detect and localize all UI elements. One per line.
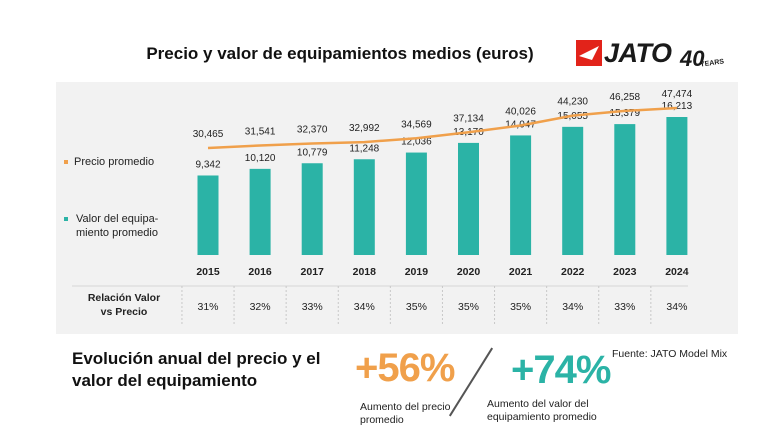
legend-price-label: Precio promedio: [74, 156, 155, 168]
x-tick-2017: 2017: [301, 266, 325, 278]
bar-label-2018: 11,248: [349, 143, 379, 154]
x-tick-2015: 2015: [196, 266, 220, 278]
bar-label-2016: 10,120: [245, 153, 276, 164]
equipment-increase-pct: +74%: [511, 348, 611, 392]
x-tick-2016: 2016: [248, 266, 272, 278]
bar-2017: [301, 163, 323, 255]
ratio-2022: 34%: [562, 301, 583, 313]
bar-2018: [353, 159, 375, 255]
ratio-2024: 34%: [666, 301, 687, 313]
price-line: [207, 106, 677, 150]
ratio-2018: 34%: [354, 301, 375, 313]
bar-2020: [458, 142, 479, 255]
price-label-2019: 34,569: [401, 119, 432, 130]
price-label-2022: 44,230: [557, 97, 588, 108]
ratio-2017: 33%: [302, 301, 323, 313]
ratio-2020: 35%: [458, 301, 479, 313]
bar-2022: [562, 126, 584, 255]
bar-2019: [405, 152, 427, 255]
price-label-2018: 32,992: [349, 123, 380, 134]
price-label-2023: 46,258: [610, 92, 641, 103]
bottom-title: Evolución anual del precio y el valor de…: [72, 349, 321, 390]
x-tick-2023: 2023: [613, 266, 637, 278]
x-tick-2022: 2022: [561, 266, 585, 278]
ratio-2016: 32%: [250, 301, 271, 313]
x-tick-2020: 2020: [457, 266, 481, 278]
chart-title: Precio y valor de equipamientos medios (…: [146, 44, 534, 63]
bar-label-2017: 10,779: [297, 147, 328, 158]
price-label-2017: 32,370: [297, 125, 328, 136]
x-tick-2021: 2021: [509, 266, 533, 278]
price-label-2016: 31,541: [245, 126, 276, 137]
legend-equipment-marker: [64, 217, 68, 221]
price-label-2021: 40,026: [505, 107, 536, 118]
ratio-2021: 35%: [510, 301, 531, 313]
jato-logo: JATO 40 YEARS: [576, 38, 724, 74]
price-increase-text: Aumento del precio promedio: [360, 401, 451, 426]
bar-2015: [197, 175, 219, 255]
bar-label-2024: 16,213: [662, 101, 693, 112]
bar-label-2019: 12,036: [401, 137, 432, 148]
x-tick-2018: 2018: [353, 266, 377, 278]
price-increase-pct: +56%: [355, 346, 455, 390]
x-tick-2024: 2024: [665, 266, 689, 278]
bar-2021: [510, 135, 532, 255]
legend-price: Precio promedio: [64, 155, 154, 169]
source-note: Fuente: JATO Model Mix: [612, 348, 728, 360]
legend-equipment: Valor del equipa- miento promedio: [64, 212, 174, 240]
ratio-2015: 31%: [197, 301, 218, 313]
price-label-2024: 47,474: [662, 89, 693, 100]
logo-text: JATO: [604, 38, 672, 68]
price-label-2020: 37,134: [453, 113, 484, 124]
bar-label-2015: 9,342: [195, 159, 220, 170]
equipment-increase-text: Aumento del valor del equipamiento prome…: [487, 398, 597, 423]
ratio-2023: 33%: [614, 301, 635, 313]
ratio-2019: 35%: [406, 301, 427, 313]
bar-2024: [666, 117, 688, 255]
logo-number: 40: [680, 46, 705, 71]
legend-equipment-label: Valor del equipa- miento promedio: [76, 213, 159, 239]
legend-price-marker: [64, 160, 68, 165]
bar-2023: [614, 124, 636, 255]
price-label-2015: 30,465: [193, 129, 224, 140]
ratio-label: Relación Valor vs Precio: [87, 292, 161, 318]
jato-logo-icon: [576, 40, 602, 66]
bar-label-2023: 15,379: [610, 108, 641, 119]
x-tick-2019: 2019: [405, 266, 429, 278]
bar-2016: [249, 168, 271, 255]
